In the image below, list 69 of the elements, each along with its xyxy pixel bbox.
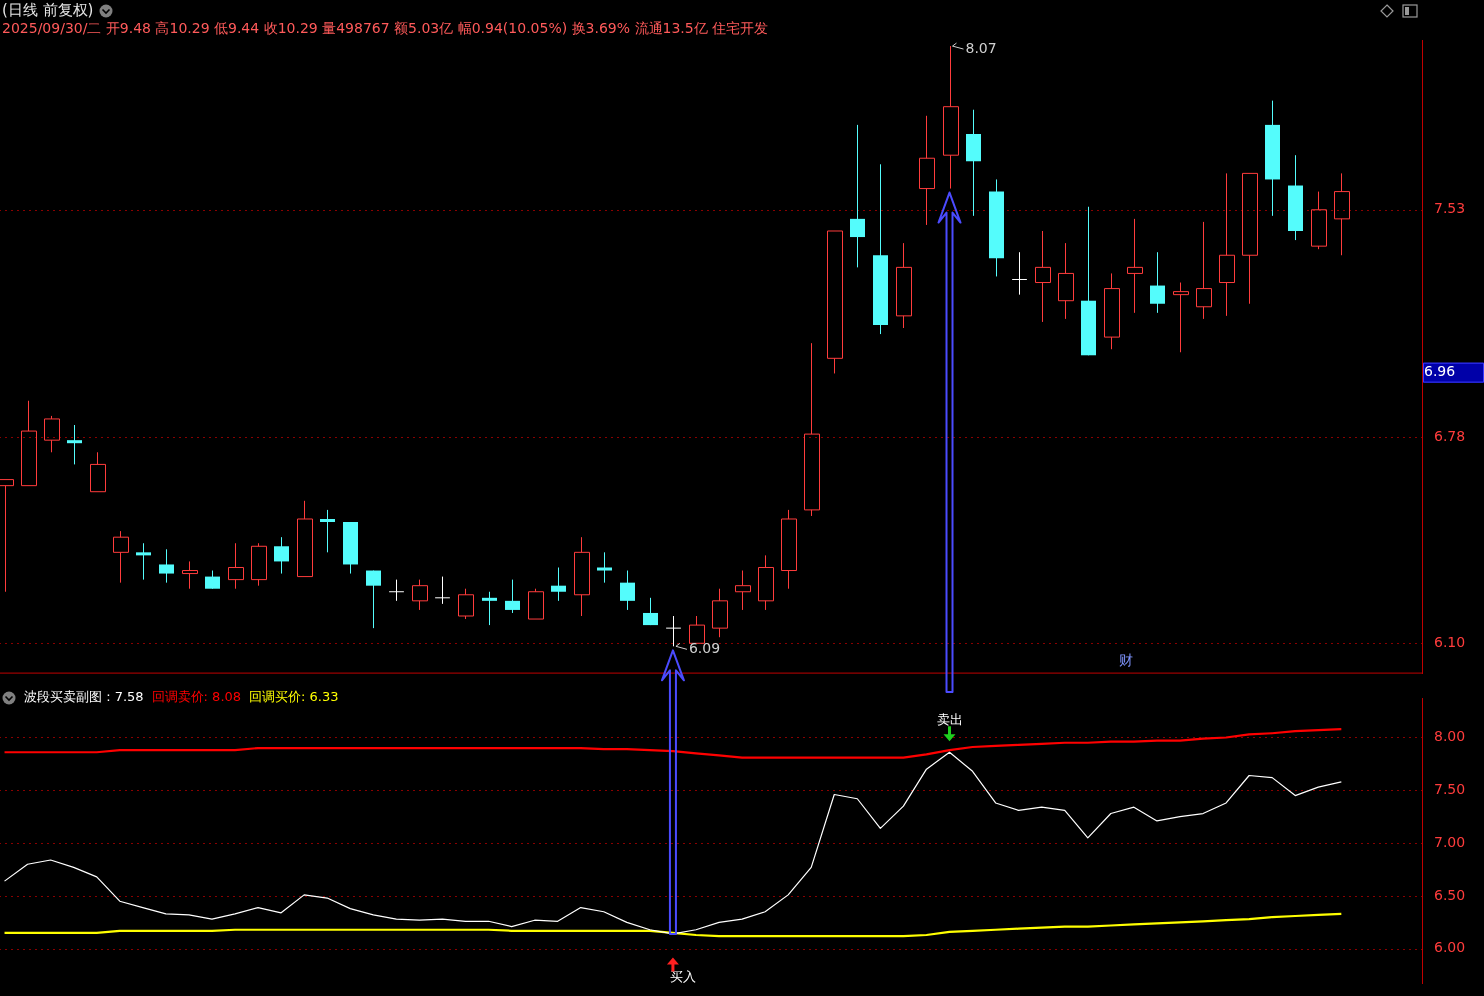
- y-tick-label: 6.78: [1434, 427, 1466, 444]
- annotation: 卖出: [936, 712, 963, 728]
- chart-title: (日线 前复权): [2, 1, 94, 19]
- candlestick: [850, 124, 865, 268]
- candlestick: [388, 579, 405, 602]
- candlestick: [528, 588, 544, 620]
- chart-subtitle: 2025/09/30/二 开9.48 高10.29 低9.44 收10.29 量498767 额5.03亿 幅0.94(10.05%) 换3.69% 流通13.5亿 住宅开发: [2, 20, 769, 38]
- candlestick: [620, 570, 635, 611]
- candlestick: [712, 588, 728, 638]
- candlestick: [1242, 172, 1258, 305]
- text: 回调卖价: 8.08: [151, 689, 242, 704]
- candlestick: [251, 542, 267, 587]
- candlestick: [90, 451, 106, 493]
- candlestick: [551, 567, 566, 602]
- candlestick: [1150, 251, 1165, 314]
- candlestick: [113, 530, 129, 584]
- candlestick: [0, 479, 14, 593]
- candlestick: [827, 230, 843, 374]
- candlestick: [735, 570, 751, 611]
- candlestick: [274, 536, 289, 575]
- candlestick: [458, 588, 474, 620]
- y-tick-label: 7.00: [1434, 833, 1466, 850]
- candlestick: [366, 570, 381, 629]
- candlestick: [574, 536, 590, 617]
- candlestick: [758, 554, 774, 611]
- candlestick: [1219, 172, 1235, 317]
- candlestick: [1104, 272, 1120, 350]
- candlestick: [1127, 218, 1143, 314]
- text: 波段买卖副图 : 7.58: [24, 689, 144, 704]
- candlestick: [1173, 282, 1189, 353]
- candlestick: [1311, 191, 1327, 250]
- text: 6.96: [1424, 363, 1456, 380]
- candlestick: [434, 576, 451, 605]
- y-tick-label: 6.10: [1434, 633, 1466, 650]
- candlestick: [67, 424, 82, 465]
- candlestick: [1035, 230, 1051, 323]
- y-tick-label: 8.00: [1434, 728, 1466, 745]
- candlestick: [136, 542, 151, 581]
- candlestick: [297, 500, 313, 578]
- annotation: 8.07: [965, 39, 997, 56]
- text: 回调买价: 6.33: [249, 689, 339, 704]
- candlestick: [482, 591, 497, 626]
- y-tick-label: 6.50: [1434, 886, 1466, 903]
- candlestick: [320, 509, 335, 553]
- y-tick-label: 6.00: [1434, 939, 1466, 956]
- candlestick: [689, 615, 705, 644]
- candlestick: [159, 548, 174, 584]
- y-tick-label: 7.53: [1434, 200, 1466, 217]
- candlestick: [182, 560, 198, 590]
- candlestick: [597, 551, 612, 584]
- candlestick: [1058, 242, 1074, 320]
- candlestick: [1011, 251, 1028, 296]
- annotation: 财: [1119, 652, 1134, 669]
- candlestick: [205, 570, 220, 590]
- annotation: 6.09: [688, 639, 721, 656]
- candlestick: [21, 400, 37, 487]
- candlestick: [44, 415, 60, 453]
- candlestick: [412, 579, 428, 611]
- annotation: 买入: [669, 968, 696, 984]
- candlestick: [896, 242, 912, 329]
- candlestick: [781, 509, 797, 590]
- candlestick: [919, 115, 935, 226]
- candlestick: [228, 542, 244, 590]
- candlestick: [804, 342, 820, 517]
- candlestick: [1196, 221, 1212, 320]
- y-tick-label: 7.50: [1434, 780, 1466, 797]
- candlestick: [505, 579, 520, 614]
- candlestick: [1334, 172, 1350, 256]
- candlestick: [643, 597, 658, 626]
